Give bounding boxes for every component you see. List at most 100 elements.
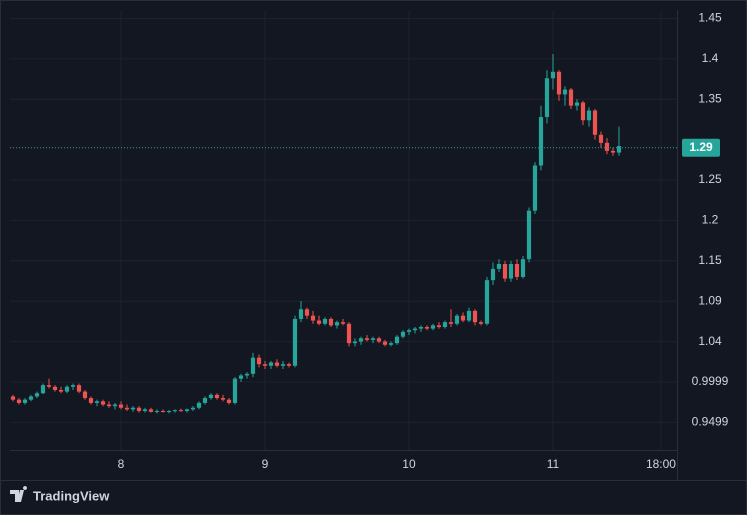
candle-body — [460, 315, 466, 321]
candle-body — [82, 391, 88, 399]
candle-body — [454, 315, 460, 324]
candle-body — [268, 362, 274, 366]
candle-body — [220, 398, 226, 400]
candle-body — [250, 357, 256, 374]
candle-body — [502, 264, 508, 279]
candle-body — [388, 343, 394, 345]
candle-body — [106, 404, 112, 407]
brand: TradingView — [33, 488, 110, 503]
candle-body — [136, 407, 142, 411]
candle-body — [394, 336, 400, 344]
candle-body — [112, 404, 118, 407]
candle-body — [46, 385, 52, 387]
y-tick-label: 1.4 — [702, 51, 719, 65]
logo-icon — [10, 486, 28, 502]
candle-body — [334, 322, 340, 326]
candle-body — [382, 341, 388, 345]
candle-body — [514, 264, 520, 277]
candle-body — [190, 407, 196, 410]
candle-body — [52, 386, 58, 390]
candle-body — [430, 325, 436, 329]
candle-body — [544, 78, 550, 118]
y-tick-label: 1.09 — [698, 293, 722, 307]
candle-body — [244, 373, 250, 376]
grid — [10, 10, 677, 450]
candle-body — [496, 264, 502, 269]
candle-body — [178, 410, 184, 412]
candle-body — [310, 315, 316, 321]
candle-body — [406, 330, 412, 332]
candle-body — [226, 399, 232, 403]
candle-body — [538, 117, 544, 166]
candle-body — [568, 89, 574, 106]
candle-body — [262, 364, 268, 366]
candle-body — [148, 409, 154, 412]
y-tick-label: 1.35 — [698, 91, 722, 105]
candles — [10, 54, 677, 414]
candle-body — [346, 323, 352, 344]
candle-body — [76, 385, 82, 392]
candle-body — [64, 386, 70, 392]
x-tick-label: 9 — [262, 457, 269, 471]
x-tick-label: 11 — [547, 457, 560, 471]
candle-body — [322, 318, 328, 324]
candle-body — [94, 401, 100, 403]
y-tick-label: 1.04 — [698, 334, 722, 348]
candle-body — [172, 410, 178, 412]
candle-body — [328, 318, 334, 326]
candle-body — [100, 401, 106, 405]
candle-body — [34, 393, 40, 397]
candle-body — [574, 102, 580, 106]
candle-body — [286, 364, 292, 366]
x-tick-label: 10 — [402, 457, 416, 471]
candle-body — [28, 396, 34, 400]
candle-body — [166, 410, 172, 412]
candle-body — [88, 398, 94, 403]
axis-labels: 1.45 1.4 1.35 1.25 1.2 1.15 1.09 1.04 0.9999 0.94… — [118, 11, 729, 472]
candle-body — [358, 338, 364, 342]
candle-body — [532, 165, 538, 211]
candle-body — [424, 326, 430, 329]
candle-body — [610, 150, 616, 153]
candle-body — [160, 410, 166, 412]
last-price-label: 1.29 — [689, 140, 713, 154]
candle-body — [490, 268, 496, 281]
candle-body — [520, 259, 526, 277]
candle-body — [58, 389, 64, 392]
candle-body — [232, 378, 238, 403]
candle-body — [466, 310, 472, 321]
logo: TradingView — [10, 486, 110, 503]
candle-body — [442, 322, 448, 327]
candle-body — [436, 325, 442, 327]
candle-body — [214, 394, 220, 399]
candle-body — [316, 320, 322, 324]
candle-body — [526, 210, 532, 260]
candle-body — [598, 134, 604, 143]
candle-body — [304, 309, 310, 316]
candle-body — [124, 407, 130, 410]
candle-body — [364, 338, 370, 340]
candle-body — [340, 322, 346, 324]
candle-body — [70, 385, 76, 387]
x-tick-label: 8 — [118, 457, 125, 471]
candle-body — [292, 318, 298, 366]
y-tick-label: 1.2 — [702, 213, 719, 227]
y-tick-label: 0.9999 — [692, 374, 729, 388]
candle-body — [274, 362, 280, 366]
candle-body — [478, 322, 484, 324]
last-price-badge — [682, 138, 720, 157]
y-tick-label: 0.9499 — [692, 415, 729, 429]
candle-body — [412, 328, 418, 331]
candle-body — [580, 102, 586, 121]
candle-body — [352, 341, 358, 344]
candle-body — [130, 407, 136, 410]
candle-body — [586, 110, 592, 121]
candle-body — [16, 399, 22, 403]
candle-body — [238, 375, 244, 379]
y-tick-label: 1.45 — [698, 11, 722, 25]
candle-body — [370, 338, 376, 340]
candle-body — [592, 110, 598, 135]
candle-body — [256, 357, 262, 365]
